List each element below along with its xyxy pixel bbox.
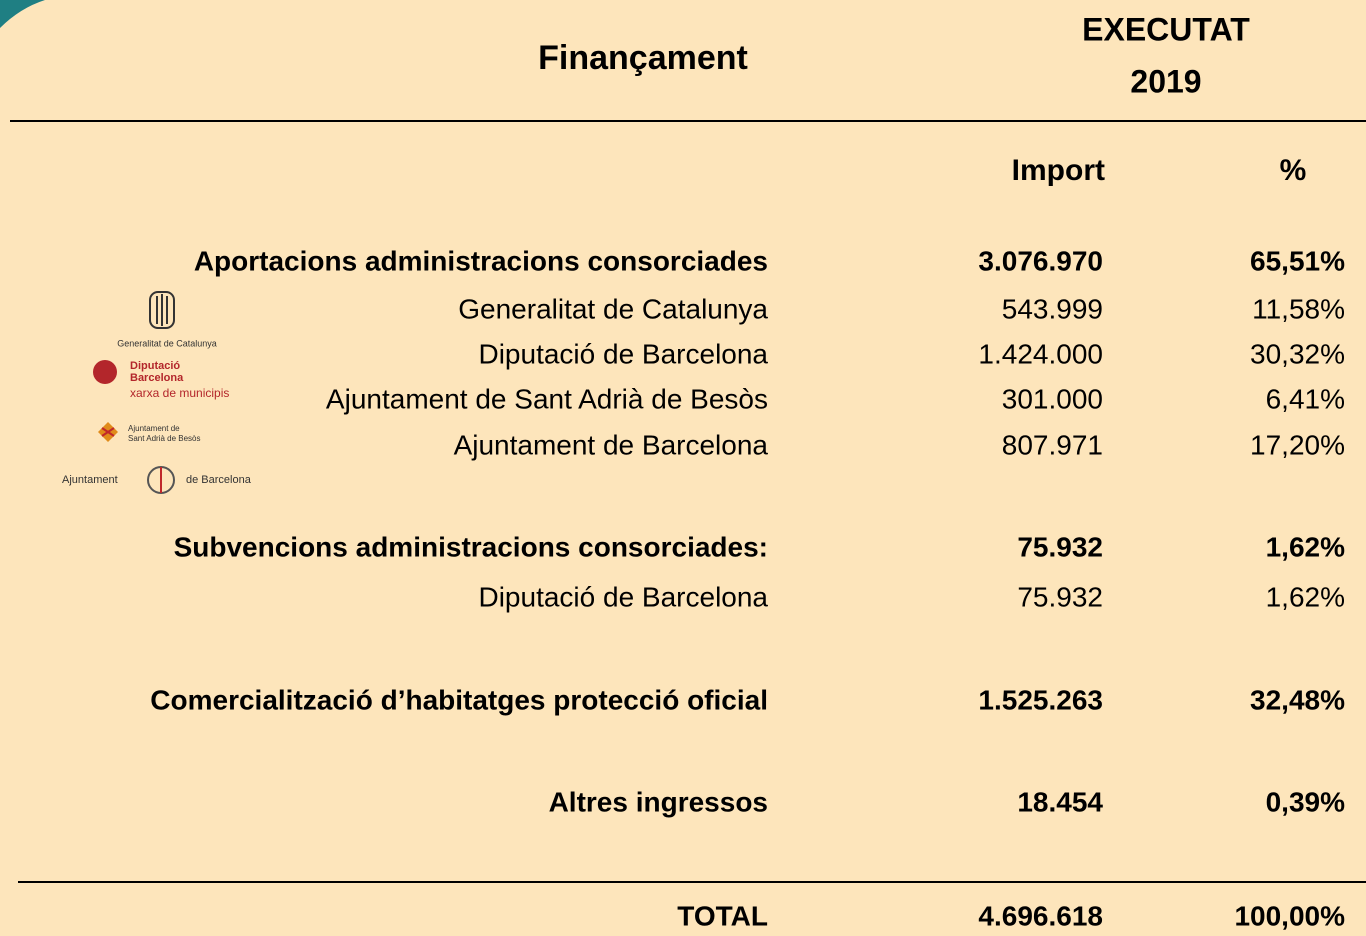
col-import: Import bbox=[1012, 154, 1105, 187]
row-label: Diputació de Barcelona bbox=[478, 581, 768, 612]
logo-text: Sant Adrià de Besòs bbox=[128, 434, 201, 443]
total-label: TOTAL bbox=[677, 900, 768, 931]
total-import: 4.696.618 bbox=[978, 900, 1103, 931]
row-label: Ajuntament de Barcelona bbox=[454, 429, 769, 460]
logo-text: Ajuntament de bbox=[128, 424, 180, 433]
logo-text: de Barcelona bbox=[186, 474, 252, 486]
logo-text: Barcelona bbox=[130, 372, 184, 384]
col-pct: % bbox=[1280, 154, 1307, 187]
row-label: Aportacions administracions consorciades bbox=[194, 245, 768, 276]
row-pct: 6,41% bbox=[1266, 383, 1345, 414]
year: 2019 bbox=[1130, 63, 1201, 99]
row-import: 75.932 bbox=[1017, 531, 1103, 562]
row-pct: 30,32% bbox=[1250, 338, 1345, 369]
row-label: Subvencions administracions consorciades… bbox=[174, 531, 768, 562]
row-import: 1.424.000 bbox=[978, 338, 1103, 369]
title: Finançament bbox=[538, 39, 748, 77]
total-pct: 100,00% bbox=[1234, 900, 1345, 931]
logo-barcelona: Ajuntament de Barcelona bbox=[62, 466, 252, 494]
logo-text: xarxa de municipis bbox=[130, 386, 229, 400]
logo-text: Ajuntament bbox=[62, 474, 118, 486]
row-pct: 65,51% bbox=[1250, 245, 1345, 276]
row-pct: 1,62% bbox=[1266, 531, 1345, 562]
row-label: Generalitat de Catalunya bbox=[458, 293, 768, 324]
logo-generalitat: Generalitat de Catalunya bbox=[117, 291, 217, 348]
row-pct: 0,39% bbox=[1266, 786, 1345, 817]
logo-sant-adria: Ajuntament de Sant Adrià de Besòs bbox=[98, 422, 201, 443]
logo-text: Generalitat de Catalunya bbox=[117, 338, 217, 348]
row-pct: 32,48% bbox=[1250, 684, 1345, 715]
logo-text: Diputació bbox=[130, 360, 180, 372]
row-pct: 11,58% bbox=[1252, 293, 1345, 324]
row-label: Diputació de Barcelona bbox=[478, 338, 768, 369]
corner-decoration bbox=[0, 0, 45, 28]
row-pct: 1,62% bbox=[1266, 581, 1345, 612]
row-import: 807.971 bbox=[1002, 429, 1103, 460]
row-import: 543.999 bbox=[1002, 293, 1103, 324]
row-import: 1.525.263 bbox=[978, 684, 1103, 715]
executat: EXECUTAT bbox=[1082, 11, 1250, 47]
row-import: 3.076.970 bbox=[978, 245, 1103, 276]
row-import: 18.454 bbox=[1017, 786, 1103, 817]
row-label: Ajuntament de Sant Adrià de Besòs bbox=[326, 383, 768, 414]
row-label: Comercialització d’habitatges protecció … bbox=[150, 684, 768, 715]
row-label: Altres ingressos bbox=[549, 786, 768, 817]
logo-diputacio: Diputació Barcelona xarxa de municipis bbox=[93, 360, 229, 400]
row-import: 75.932 bbox=[1017, 581, 1103, 612]
row-import: 301.000 bbox=[1002, 383, 1103, 414]
row-pct: 17,20% bbox=[1250, 429, 1345, 460]
